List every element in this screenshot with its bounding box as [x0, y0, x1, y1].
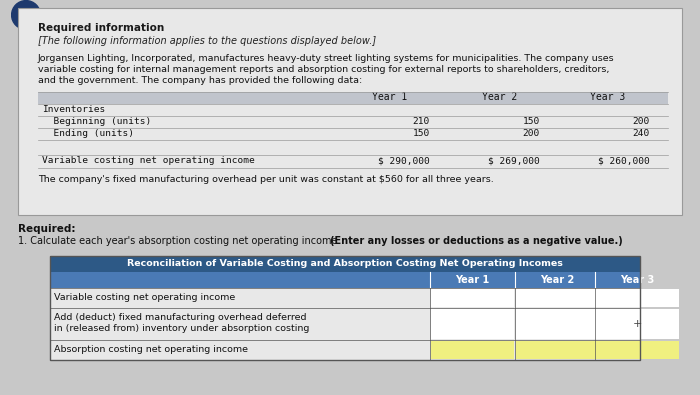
Text: Absorption costing net operating income: Absorption costing net operating income [54, 346, 248, 354]
Text: Ending (units): Ending (units) [42, 130, 134, 139]
Text: Reconciliation of Variable Costing and Absorption Costing Net Operating Incomes: Reconciliation of Variable Costing and A… [127, 260, 563, 269]
Text: Year 2: Year 2 [540, 275, 574, 285]
Text: Variable costing net operating income: Variable costing net operating income [42, 156, 255, 166]
Text: !: ! [23, 9, 29, 22]
Text: [The following information applies to the questions displayed below.]: [The following information applies to th… [38, 36, 376, 46]
Text: $ 290,000: $ 290,000 [378, 156, 430, 166]
Text: 210: 210 [413, 117, 430, 126]
Text: 150: 150 [523, 117, 540, 126]
Text: Year 1: Year 1 [455, 275, 489, 285]
Text: 200: 200 [523, 130, 540, 139]
Text: Required:: Required: [18, 224, 76, 234]
Text: 150: 150 [413, 130, 430, 139]
Text: Jorgansen Lighting, Incorporated, manufactures heavy-duty street lighting system: Jorgansen Lighting, Incorporated, manufa… [38, 54, 615, 63]
Text: Required information: Required information [38, 23, 164, 33]
Text: 200: 200 [633, 117, 650, 126]
Text: Year 1: Year 1 [372, 92, 407, 102]
Text: Year 3: Year 3 [590, 92, 626, 102]
Text: The company's fixed manufacturing overhead per unit was constant at $560 for all: The company's fixed manufacturing overhe… [38, 175, 493, 184]
Text: in (released from) inventory under absorption costing: in (released from) inventory under absor… [54, 324, 309, 333]
Text: $ 260,000: $ 260,000 [598, 156, 650, 166]
Text: 240: 240 [633, 130, 650, 139]
Text: Add (deduct) fixed manufacturing overhead deferred: Add (deduct) fixed manufacturing overhea… [54, 313, 307, 322]
Text: Variable costing net operating income: Variable costing net operating income [54, 293, 235, 303]
Text: Year 3: Year 3 [620, 275, 654, 285]
Text: Year 2: Year 2 [482, 92, 517, 102]
Text: 1. Calculate each year's absorption costing net operating income.: 1. Calculate each year's absorption cost… [18, 236, 344, 246]
Text: Beginning (units): Beginning (units) [42, 117, 151, 126]
Text: variable costing for internal management reports and absorption costing for exte: variable costing for internal management… [38, 65, 610, 74]
Text: and the government. The company has provided the following data:: and the government. The company has prov… [38, 76, 363, 85]
Text: (Enter any losses or deductions as a negative value.): (Enter any losses or deductions as a neg… [330, 236, 623, 246]
Text: $ 269,000: $ 269,000 [489, 156, 540, 166]
Text: +: + [632, 319, 642, 329]
Circle shape [12, 1, 41, 29]
Text: Inventories: Inventories [42, 105, 105, 115]
